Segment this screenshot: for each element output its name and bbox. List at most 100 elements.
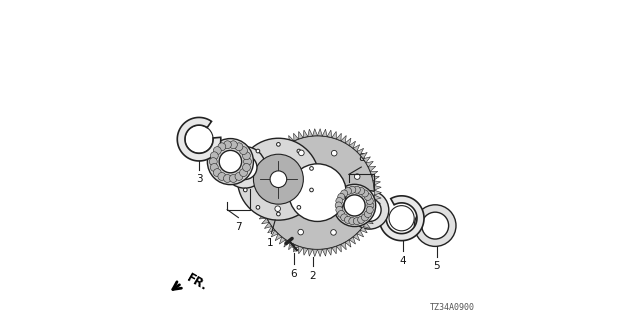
Polygon shape [337,133,341,141]
Polygon shape [374,185,381,190]
Circle shape [223,174,232,182]
Polygon shape [371,171,378,176]
Circle shape [276,142,280,146]
Polygon shape [371,209,378,214]
Polygon shape [257,171,264,176]
Circle shape [358,188,365,195]
Polygon shape [259,214,267,219]
Polygon shape [364,222,371,228]
Polygon shape [312,129,317,136]
Circle shape [270,171,287,188]
Polygon shape [364,157,371,163]
Circle shape [185,125,213,153]
Polygon shape [323,129,327,137]
Circle shape [235,172,243,180]
Polygon shape [366,161,373,167]
Circle shape [340,214,348,221]
Circle shape [362,190,369,197]
Polygon shape [264,222,271,228]
Polygon shape [317,129,323,136]
Circle shape [233,155,257,180]
Circle shape [336,197,343,204]
Circle shape [235,143,243,151]
Circle shape [237,138,319,220]
Polygon shape [289,135,294,143]
Polygon shape [289,242,294,250]
Text: 3: 3 [196,174,202,184]
Polygon shape [327,130,332,138]
Text: 4: 4 [400,256,406,266]
Polygon shape [341,242,346,250]
Circle shape [243,152,250,160]
Polygon shape [373,200,381,205]
Text: 1: 1 [267,238,274,248]
Circle shape [275,206,280,212]
Circle shape [332,150,337,156]
Circle shape [229,141,237,149]
Text: 6: 6 [291,269,297,279]
Polygon shape [368,214,376,219]
Circle shape [389,206,414,231]
Polygon shape [327,248,332,255]
Polygon shape [254,200,262,205]
Circle shape [256,149,260,153]
Circle shape [253,154,303,204]
Circle shape [364,211,371,218]
Text: TZ34A0900: TZ34A0900 [430,303,475,312]
Circle shape [366,206,373,213]
Text: 5: 5 [433,261,440,271]
Polygon shape [271,148,278,155]
Polygon shape [312,249,317,257]
Circle shape [358,216,365,223]
Text: 2: 2 [310,271,316,281]
Polygon shape [353,145,360,151]
Circle shape [207,139,253,185]
Polygon shape [353,234,360,241]
Circle shape [338,211,345,218]
Text: FR.: FR. [184,271,209,293]
Polygon shape [357,148,364,155]
Circle shape [338,193,345,200]
Polygon shape [255,205,263,209]
Circle shape [275,173,281,179]
Polygon shape [294,133,298,141]
Polygon shape [284,138,290,146]
Polygon shape [268,227,275,233]
Polygon shape [345,240,351,247]
Polygon shape [303,248,308,255]
Circle shape [340,190,348,197]
Circle shape [366,197,373,204]
Polygon shape [372,205,380,209]
Polygon shape [294,244,298,252]
Circle shape [349,186,356,193]
Circle shape [289,164,346,221]
Polygon shape [374,195,381,200]
Circle shape [297,205,301,209]
Circle shape [260,136,374,250]
Polygon shape [275,234,282,241]
Polygon shape [366,218,373,224]
Polygon shape [332,246,337,254]
Polygon shape [308,129,312,137]
Polygon shape [262,218,269,224]
Polygon shape [303,130,308,138]
Circle shape [213,169,221,177]
Circle shape [358,198,381,221]
Text: 7: 7 [235,222,242,232]
Circle shape [336,206,343,213]
Polygon shape [380,196,424,241]
Polygon shape [253,195,261,200]
Circle shape [297,149,301,153]
Polygon shape [345,138,351,146]
Circle shape [219,150,242,173]
Polygon shape [284,240,290,247]
Polygon shape [268,152,275,159]
Circle shape [354,207,360,212]
Circle shape [331,230,336,235]
Circle shape [349,218,356,225]
Circle shape [256,205,260,209]
Circle shape [276,212,280,216]
Circle shape [310,188,314,192]
Circle shape [310,167,314,170]
Polygon shape [360,152,367,159]
